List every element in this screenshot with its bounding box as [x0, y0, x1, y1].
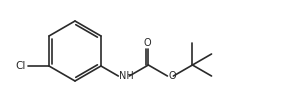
Text: O: O [143, 37, 151, 47]
Text: NH: NH [119, 71, 134, 81]
Text: Cl: Cl [16, 61, 26, 71]
Text: O: O [168, 71, 176, 81]
